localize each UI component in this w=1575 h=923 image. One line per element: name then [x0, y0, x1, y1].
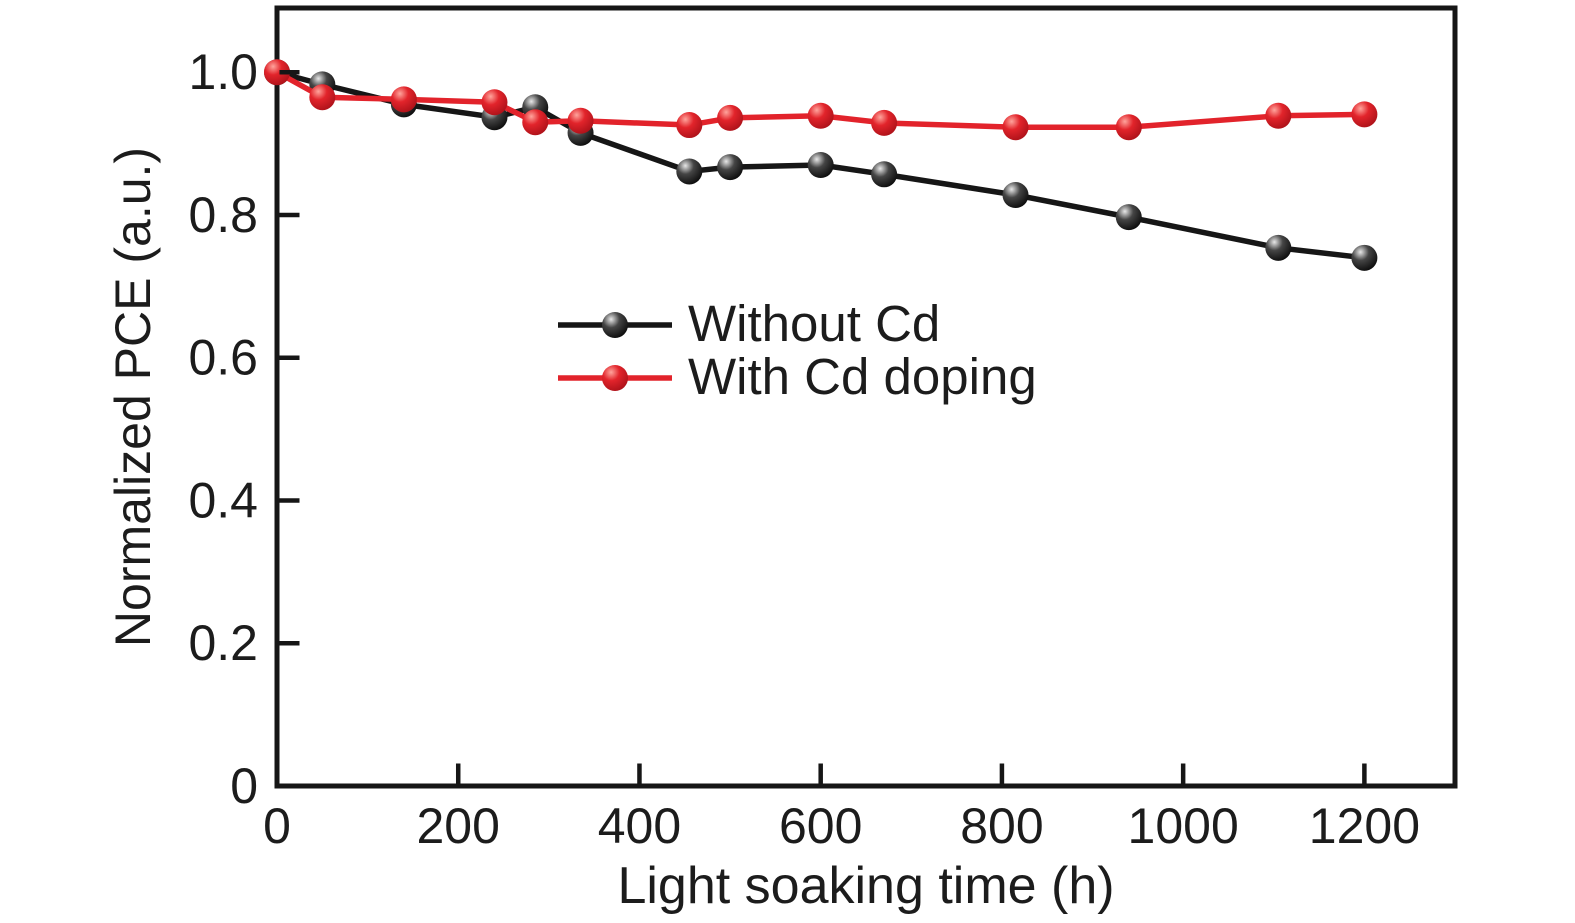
data-point-marker — [676, 112, 703, 139]
x-tick-label: 200 — [417, 798, 500, 854]
data-point-marker — [1002, 114, 1029, 141]
plot-frame — [274, 5, 1458, 789]
data-point-marker — [1351, 101, 1378, 128]
axis-ticks-layer — [274, 69, 1367, 789]
data-point-marker — [807, 102, 834, 129]
y-tick-label: 0 — [230, 758, 258, 814]
data-point-marker — [1002, 182, 1029, 209]
y-tick-label: 0.8 — [188, 187, 258, 243]
data-point-marker — [807, 152, 834, 179]
data-point-marker — [567, 107, 594, 134]
x-tick-label: 800 — [960, 798, 1043, 854]
y-tick-label: 0.6 — [188, 330, 258, 386]
data-point-marker — [1265, 234, 1292, 261]
y-tick-label: 1.0 — [188, 44, 258, 100]
tick-labels-layer: 0 200 400 600 800 1000 1200 0 0.2 0.4 0.6 0.8 1.0 — [188, 44, 1420, 854]
legend-label-with-cd-doping: With Cd doping — [688, 348, 1037, 405]
data-point-marker — [390, 86, 417, 113]
data-point-marker — [717, 104, 744, 131]
y-axis-title: Normalized PCE (a.u.) — [105, 147, 161, 647]
data-point-marker — [871, 161, 898, 188]
data-series-layer — [264, 59, 1378, 271]
data-point-marker — [676, 158, 703, 185]
y-tick-label: 0.4 — [188, 472, 258, 528]
series-line-0 — [274, 69, 1368, 261]
data-point-marker — [1265, 102, 1292, 129]
x-tick-label: 1000 — [1128, 798, 1239, 854]
legend-key-marker-1 — [602, 365, 628, 391]
series-line-1 — [274, 69, 1368, 130]
x-tick-label: 1200 — [1309, 798, 1420, 854]
data-point-marker — [1351, 244, 1378, 271]
x-tick-label: 0 — [263, 798, 291, 854]
data-point-marker — [264, 59, 290, 86]
data-point-marker — [522, 109, 549, 136]
data-point-marker — [481, 89, 508, 116]
data-point-marker — [1115, 204, 1142, 231]
data-point-marker — [309, 84, 336, 111]
x-tick-label: 600 — [779, 798, 862, 854]
legend-label-without-cd: Without Cd — [688, 295, 940, 352]
legend-key-marker-0 — [602, 312, 628, 338]
data-point-marker — [1115, 114, 1142, 141]
x-axis-title: Light soaking time (h) — [617, 857, 1114, 915]
x-tick-label: 400 — [598, 798, 681, 854]
data-point-marker — [871, 109, 898, 136]
data-point-marker — [717, 154, 744, 181]
plot-border — [274, 5, 1458, 789]
y-tick-label: 0.2 — [188, 615, 258, 671]
legend-marks-layer — [558, 312, 672, 391]
